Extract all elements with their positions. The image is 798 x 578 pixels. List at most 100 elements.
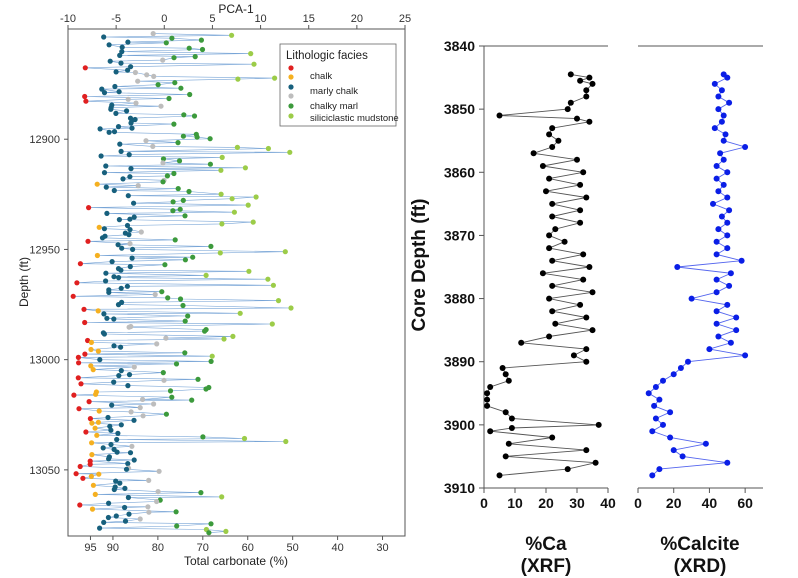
facies-point	[117, 480, 123, 486]
facies-point	[83, 429, 89, 435]
facies-point	[119, 49, 125, 55]
data-point	[713, 320, 720, 327]
facies-point	[127, 450, 134, 456]
facies-point	[89, 506, 96, 512]
facies-point	[107, 58, 113, 64]
top-tick-label: 0	[161, 13, 167, 25]
facies-point	[156, 468, 162, 474]
facies-point	[208, 243, 214, 249]
data-point	[718, 118, 725, 125]
y-tick-label: 3880	[444, 291, 475, 307]
facies-point	[82, 93, 88, 100]
facies-point	[75, 375, 81, 381]
data-point	[733, 327, 740, 334]
data-point	[724, 232, 731, 239]
facies-point	[176, 158, 183, 164]
facies-point	[177, 296, 184, 302]
data-point	[549, 125, 556, 132]
data-point	[652, 384, 659, 390]
facies-point	[218, 191, 224, 197]
data-point	[583, 314, 590, 321]
data-point	[679, 453, 686, 460]
facies-point	[86, 399, 92, 405]
bottom-tick-label: 50	[287, 542, 299, 554]
data-point	[574, 156, 580, 163]
data-point	[502, 371, 509, 378]
data-point	[546, 245, 553, 252]
facies-point	[135, 183, 141, 189]
facies-point	[89, 440, 95, 446]
y-tick-label: 3840	[444, 38, 475, 54]
facies-point	[131, 457, 137, 463]
facies-point	[124, 283, 130, 289]
data-point	[549, 200, 556, 207]
facies-point	[163, 335, 169, 341]
legend-marker	[288, 113, 294, 119]
facies-point	[125, 193, 131, 199]
data-point	[702, 440, 709, 447]
legend-label: chalky marl	[310, 101, 358, 112]
data-point	[502, 409, 509, 416]
facies-point	[241, 435, 248, 442]
facies-point	[223, 528, 229, 535]
facies-point	[127, 241, 133, 247]
legend-label: chalk	[310, 71, 332, 82]
data-point	[724, 219, 731, 226]
facies-point	[114, 436, 120, 443]
facies-point	[135, 78, 141, 84]
x-tick-label: 20	[666, 495, 682, 511]
facies-point	[115, 302, 122, 308]
facies-point	[76, 406, 82, 412]
data-point	[738, 257, 745, 264]
facies-point	[229, 196, 235, 202]
facies-point	[170, 199, 176, 205]
facies-point	[154, 498, 160, 505]
facies-point	[164, 173, 170, 179]
facies-point	[237, 310, 243, 316]
facies-point	[92, 491, 98, 497]
data-point	[674, 264, 681, 270]
data-point	[530, 150, 537, 157]
facies-point	[127, 174, 133, 180]
facies-point	[229, 32, 235, 38]
data-point	[713, 163, 720, 169]
facies-point	[82, 351, 88, 357]
data-point	[580, 276, 587, 283]
facies-point	[162, 262, 168, 268]
data-point	[713, 289, 720, 296]
facies-point	[125, 461, 131, 467]
data-point	[586, 118, 593, 125]
facies-point	[189, 397, 195, 403]
facies-point	[131, 417, 137, 423]
data-point	[595, 421, 602, 428]
facies-point	[125, 67, 131, 73]
data-point	[715, 93, 722, 100]
data-point	[688, 295, 695, 302]
legend-marker	[288, 84, 294, 90]
data-point	[589, 327, 596, 334]
facies-point	[94, 252, 100, 259]
data-point	[724, 459, 731, 466]
facies-point	[88, 339, 94, 345]
facies-point	[125, 39, 131, 45]
data-point	[713, 276, 720, 283]
facies-point	[172, 80, 178, 86]
facies-point	[92, 425, 98, 431]
facies-point	[137, 516, 143, 522]
facies-point	[124, 222, 131, 229]
data-point	[546, 232, 553, 239]
facies-point	[175, 186, 181, 192]
facies-point	[169, 394, 175, 400]
facies-point	[194, 134, 200, 140]
facies-point	[118, 148, 124, 154]
y-tick-label: 3850	[444, 101, 475, 117]
facies-point	[172, 237, 178, 243]
data-point	[718, 87, 725, 94]
data-point	[722, 131, 729, 138]
facies-point	[123, 466, 130, 472]
data-point	[577, 207, 584, 214]
facies-point	[131, 200, 137, 206]
facies-point	[180, 197, 186, 203]
facies-point	[74, 280, 80, 286]
